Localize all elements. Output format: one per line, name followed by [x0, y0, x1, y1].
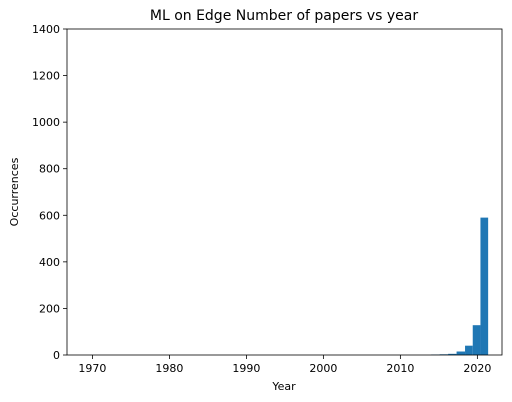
bars-group — [431, 217, 489, 355]
y-tick-label-3: 600 — [39, 209, 60, 222]
y-tick-label-5: 1000 — [32, 116, 60, 129]
histogram-bar-4 — [465, 345, 473, 355]
x-axis-label: Year — [271, 380, 296, 393]
histogram-bar-2 — [448, 353, 457, 355]
x-ticks: 1970 1980 1990 2000 2010 2020 — [78, 355, 491, 375]
x-tick-label-2: 1990 — [232, 362, 260, 375]
y-tick-label-4: 800 — [39, 163, 60, 176]
histogram-bar-6 — [480, 217, 489, 355]
y-tick-label-0: 0 — [53, 349, 60, 362]
x-tick-label-5: 2020 — [463, 362, 491, 375]
x-tick-label-0: 1970 — [78, 362, 106, 375]
histogram-bar-5 — [472, 325, 481, 355]
y-tick-label-6: 1200 — [32, 70, 60, 83]
y-tick-label-2: 400 — [39, 256, 60, 269]
y-tick-label-7: 1400 — [32, 23, 60, 36]
y-ticks: 0 200 400 600 800 1000 1200 1400 — [32, 23, 67, 362]
histogram-bar-3 — [456, 351, 466, 355]
y-tick-label-1: 200 — [39, 302, 60, 315]
plot-frame — [66, 28, 503, 356]
x-tick-label-3: 2000 — [309, 362, 337, 375]
x-tick-label-1: 1980 — [155, 362, 183, 375]
y-axis-label: Occurrences — [8, 157, 21, 226]
x-tick-label-4: 2010 — [386, 362, 414, 375]
chart-title: ML on Edge Number of papers vs year — [150, 8, 419, 24]
